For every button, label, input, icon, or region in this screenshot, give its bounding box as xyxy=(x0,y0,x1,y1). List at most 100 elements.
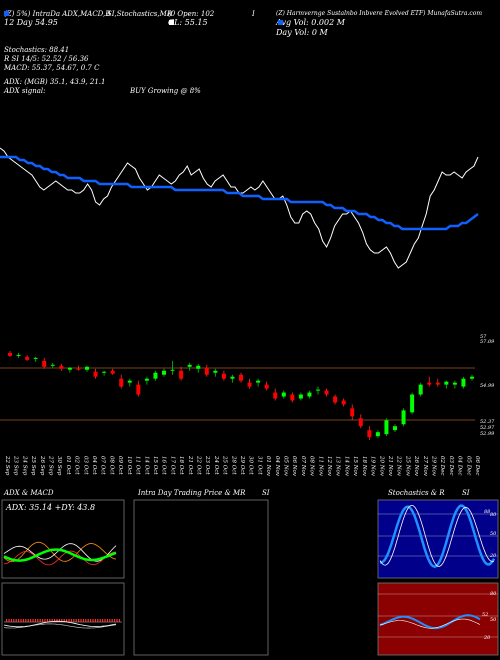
date-tick-label: 05 Dec xyxy=(465,456,471,476)
candle-body xyxy=(102,371,107,373)
candle-body xyxy=(264,384,269,389)
macd-histogram-bar xyxy=(75,619,77,622)
macd-histogram-bar xyxy=(58,619,60,622)
macd-line xyxy=(3,620,117,628)
intraday-panel-title: Intra Day Trading Price & MR xyxy=(138,489,246,497)
candle-body xyxy=(461,378,466,387)
date-tick-label: 10 Oct xyxy=(126,456,132,475)
date-tick-label: 04 Dec xyxy=(457,456,463,476)
date-tick-label: 22 Nov xyxy=(396,455,402,477)
macd-histogram-bar xyxy=(39,619,41,622)
date-tick-label: 27 Nov xyxy=(422,455,428,477)
macd-value: MACD: 55.37, 54.67, 0.7 C xyxy=(4,64,100,72)
header-day-vol: Day Vol: 0 M xyxy=(276,28,328,37)
date-tick-label: 13 Nov xyxy=(335,456,341,477)
candle-body xyxy=(85,366,89,370)
candle-body xyxy=(204,367,209,375)
macd-histogram-bar xyxy=(54,619,56,622)
candle-body xyxy=(136,384,141,395)
macd-histogram-bar xyxy=(82,619,84,622)
adx-lines-group xyxy=(3,541,117,566)
price-line xyxy=(0,147,479,269)
date-tick-label: 01 Nov xyxy=(265,456,271,477)
macd-histogram-bar xyxy=(73,619,75,622)
price-label-mid: 54.99 xyxy=(480,383,495,389)
date-tick-label: 11 Oct xyxy=(135,456,141,475)
header-sep: I xyxy=(252,10,255,18)
candle-body xyxy=(187,364,192,367)
macd-histogram-bar xyxy=(32,619,34,622)
candle-body xyxy=(410,394,415,413)
date-tick-label: 25 Nov xyxy=(404,455,410,477)
date-tick-label: 29 Oct xyxy=(239,455,245,475)
candle-body xyxy=(418,384,423,395)
date-tick-label: 29 Nov xyxy=(430,455,436,477)
date-tick-label: 17 Oct xyxy=(169,456,175,475)
macd-histogram-bar xyxy=(15,619,17,622)
date-tick-label: 14 Oct xyxy=(143,456,149,475)
candle-body xyxy=(307,392,312,397)
stochastics-level-80: 80 xyxy=(490,512,497,518)
date-tick-label: 22 Sep xyxy=(4,455,10,476)
macd-histogram-bar xyxy=(109,619,111,622)
macd-histogram-bar xyxy=(97,619,99,622)
candle-body xyxy=(256,380,261,383)
date-tick-label: 20 Nov xyxy=(378,455,384,477)
macd-histogram-bar xyxy=(42,619,44,622)
macd-histogram-bar xyxy=(85,619,87,622)
candle-body xyxy=(50,364,55,366)
price-label-top-b: 57.09 xyxy=(480,339,495,345)
header-title-left: (Z) 5%) IntraDa ADX,MACD,B xyxy=(4,10,111,18)
header-avg-vol: Avg Vol: 0.002 M xyxy=(276,18,345,27)
date-tick-label: 25 Oct xyxy=(222,455,228,475)
legend-square-white xyxy=(169,20,174,25)
stochastics-panel-title: Stochastics & R xyxy=(388,489,445,497)
candle-body xyxy=(333,396,338,403)
macd-histogram-bar xyxy=(90,619,92,622)
candle-body xyxy=(281,392,286,397)
adx-signal-label: ADX signal: xyxy=(4,87,46,95)
date-tick-label: 23 Oct xyxy=(204,455,210,475)
header-day-close: 12 Day 54.95 xyxy=(4,18,58,27)
header-ticker: (Z) Harmvernge Sustalnbo Inbvere Evolved… xyxy=(276,10,483,17)
date-tick-label: 15 Nov xyxy=(352,456,358,477)
macd-histogram-bar xyxy=(114,619,116,622)
adx-line xyxy=(3,550,117,566)
date-tick-label: 22 Oct xyxy=(195,455,201,475)
candle-body xyxy=(290,394,295,401)
macd-histogram-bar xyxy=(10,619,12,622)
candle-body xyxy=(393,426,397,431)
candle-body xyxy=(196,365,201,369)
macd-histogram-bar xyxy=(92,619,94,622)
candle-body xyxy=(384,420,389,435)
candle-body xyxy=(127,380,132,383)
candle-body xyxy=(33,357,38,359)
adx-signal-value: BUY Growing @ 8% xyxy=(130,87,201,95)
stochastics-level-50: 50 xyxy=(490,531,497,537)
macd-panel xyxy=(1,582,125,656)
macd-histogram-bar xyxy=(46,619,48,622)
candle-body xyxy=(119,378,124,387)
date-tick-label: 25 Sep xyxy=(30,455,36,476)
date-tick-label: 21 Nov xyxy=(387,455,393,477)
date-tick-label: 26 Sep xyxy=(39,455,45,476)
candle-body xyxy=(76,368,81,370)
rsi-level-50: 50 xyxy=(490,617,497,623)
candle-body xyxy=(358,418,363,427)
date-tick-label: 06 Nov xyxy=(291,456,297,477)
candle-body xyxy=(162,370,166,375)
date-tick-label: 14 Nov xyxy=(343,456,349,477)
candle-body xyxy=(316,389,320,391)
rsi-level-20: 20 xyxy=(484,635,491,641)
stochastics-current-value: 88 xyxy=(484,509,491,515)
macd-histogram-bar xyxy=(78,619,80,622)
stochastics-value: Stochastics: 88.41 xyxy=(4,46,70,54)
stochastics-lines-group xyxy=(378,504,498,569)
date-axis: 22 Sep 23 Sep 24 Sep 25 Sep 26 Sep 27 Sep 30 S… xyxy=(4,455,480,477)
price-label-low-c: 52.99 xyxy=(480,431,495,437)
rsi-line xyxy=(379,614,481,630)
date-tick-label: 30 Oct xyxy=(248,456,254,475)
macd-histogram-bar xyxy=(51,619,53,622)
header-close: CL: 55.15 xyxy=(168,18,208,27)
